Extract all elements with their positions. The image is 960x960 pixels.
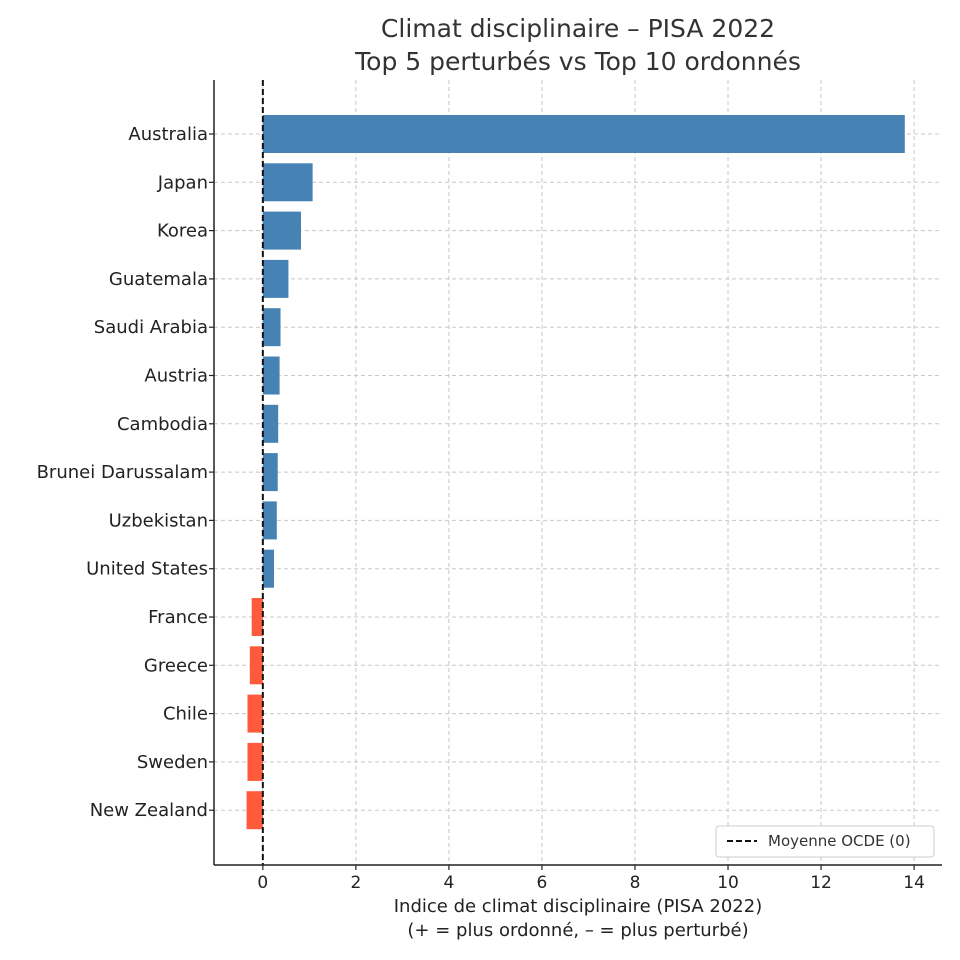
y-tick-label: Korea <box>157 221 208 242</box>
y-tick-labels: Australia Japan Korea Guatemala Saudi Arabia… <box>37 124 208 821</box>
y-tick-label: Japan <box>157 172 208 193</box>
chart-title-line-1: Climat disciplinaire – PISA 2022 <box>381 14 775 43</box>
x-tick-label: 2 <box>350 873 361 893</box>
chart-title-line-2: Top 5 perturbés vs Top 10 ordonnés <box>354 47 801 76</box>
bar-cambodia <box>262 404 279 443</box>
bar-brunei-darussalam <box>262 453 278 492</box>
grid-layer <box>214 80 942 865</box>
legend-box <box>715 825 935 858</box>
y-tick-label: United States <box>86 559 208 580</box>
y-tick-label: Greece <box>144 655 208 676</box>
x-tick-labels: 0 2 4 6 8 10 12 14 <box>257 873 924 893</box>
y-tick-label: Brunei Darussalam <box>37 462 208 483</box>
bar-france <box>251 598 263 636</box>
legend: Moyenne OCDE (0) <box>715 825 935 858</box>
y-tick-label: Chile <box>163 704 208 725</box>
bar-austria <box>262 356 280 395</box>
bar-sweden <box>247 742 263 781</box>
bar-new-zealand <box>246 791 263 830</box>
x-tick-label: 12 <box>810 873 832 893</box>
bar-greece <box>249 646 263 685</box>
bar-saudi-arabia <box>262 308 281 347</box>
bar-korea <box>262 211 301 250</box>
x-tick-label: 8 <box>630 873 641 893</box>
y-tick-label: Saudi Arabia <box>94 317 208 338</box>
bar-uzbekistan <box>262 501 277 540</box>
y-tick-label: Australia <box>128 124 208 145</box>
axes-layer <box>209 80 942 870</box>
bars-layer <box>246 115 905 830</box>
bar-japan <box>262 163 313 202</box>
x-tick-label: 0 <box>257 873 268 893</box>
y-tick-label: Uzbekistan <box>109 510 208 531</box>
x-tick-label: 10 <box>717 873 739 893</box>
y-tick-label: Cambodia <box>117 414 208 435</box>
x-axis-label-line-1: Indice de climat disciplinaire (PISA 202… <box>394 896 762 917</box>
y-tick-label: Sweden <box>137 752 208 773</box>
bar-australia <box>262 115 905 153</box>
bar-guatemala <box>262 259 289 298</box>
x-tick-label: 14 <box>903 873 925 893</box>
legend-label: Moyenne OCDE (0) <box>768 832 911 850</box>
bar-chile <box>247 694 263 733</box>
y-tick-label: New Zealand <box>90 800 208 821</box>
y-tick-label: Austria <box>144 366 208 387</box>
x-tick-label: 6 <box>537 873 548 893</box>
x-tick-label: 4 <box>443 873 454 893</box>
x-axis-label-line-2: (+ = plus ordonné, – = plus perturbé) <box>407 920 748 941</box>
y-tick-label: Guatemala <box>109 269 208 290</box>
y-tick-label: France <box>148 607 208 628</box>
bar-united-states <box>262 549 275 588</box>
